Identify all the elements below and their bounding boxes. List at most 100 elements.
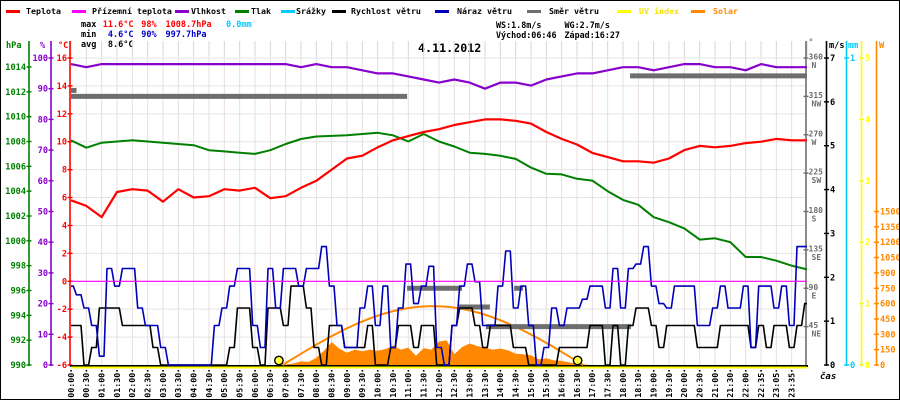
- axis-compass-label: SW: [812, 176, 822, 185]
- x-tick-label: 17:30: [602, 373, 612, 398]
- axis-tick-label-hpa: 1008: [5, 138, 26, 148]
- x-tick-dot: [744, 370, 747, 372]
- x-tick-label: 11:00: [403, 373, 413, 398]
- x-tick-label: 06:00: [250, 373, 260, 398]
- x-tick-dot: [254, 370, 256, 372]
- axis-tick-label-pct: 60: [38, 177, 48, 187]
- x-tick-dot: [775, 370, 778, 372]
- axis-tick-label-w: 750: [880, 284, 896, 294]
- stats-avg-row: avg 8.6°C: [81, 41, 421, 50]
- x-tick-dot: [376, 370, 379, 372]
- axis-tick-label-pct: 30: [38, 269, 48, 279]
- axis-compass-label: E: [812, 291, 817, 300]
- axis-tick-label-c: 0: [62, 277, 67, 287]
- x-tick-label: 12:30: [449, 373, 459, 398]
- series-solar-arc: [282, 305, 584, 366]
- axis-tick-label-ms: 3: [830, 229, 835, 239]
- series-teplota: [70, 118, 807, 219]
- axis-tick-label-ms: 0: [830, 361, 835, 371]
- x-tick-label: 01:30: [112, 373, 122, 398]
- x-tick-dot: [284, 370, 287, 372]
- axis-tick-label-w: 1050: [880, 254, 900, 264]
- axis-tick-label-ms: 6: [830, 98, 835, 108]
- legend-dash-6: [332, 10, 346, 13]
- x-tick-dot: [499, 370, 502, 372]
- x-tick-label: 21:00: [710, 373, 720, 398]
- legend-label-7: Náraz větru: [457, 5, 512, 16]
- x-tick-label: 04:00: [188, 373, 198, 398]
- x-tick-dot: [407, 370, 410, 372]
- legend-dash-2: [72, 10, 86, 13]
- axis-tick-label-uv: 3: [865, 177, 870, 187]
- x-tick-label: 13:00: [464, 373, 474, 398]
- x-tick-dot: [70, 370, 72, 372]
- x-tick-dot: [545, 370, 548, 372]
- legend-dash-8: [527, 10, 541, 13]
- x-tick-dot: [668, 370, 670, 372]
- x-tick-label: 18:30: [633, 373, 643, 398]
- x-tick-label: 05:30: [234, 373, 244, 398]
- axis-tick-label-w: 600: [880, 300, 896, 310]
- x-tick-dot: [300, 370, 302, 372]
- x-tick-dot: [622, 370, 624, 372]
- legend-label-8: Směr větru: [549, 5, 599, 16]
- axis-tick-label-hpa: 1010: [5, 113, 26, 123]
- x-tick-label: 22:00: [740, 373, 750, 398]
- x-tick-label: 17:00: [587, 373, 597, 398]
- axis-compass-label: N: [812, 61, 817, 70]
- axis-tick-label-c: 12: [57, 110, 67, 120]
- stat-avg-temp: 8.6°C: [107, 40, 134, 51]
- axis-tick-label-pct: 0: [43, 361, 48, 371]
- x-tick-label: 00:30: [81, 373, 91, 398]
- series-vlhkost: [70, 62, 807, 90]
- x-tick-label: 15:00: [526, 373, 536, 398]
- axis-tick-label-hpa: 996: [10, 287, 26, 297]
- x-tick-dot: [438, 370, 440, 372]
- x-tick-dot: [453, 370, 456, 372]
- axis-compass-label: W: [812, 138, 817, 147]
- axis-tick-label-deg: 180: [809, 206, 824, 215]
- axis-tick-label-ms: 1: [830, 317, 835, 327]
- x-tick-label: 03:30: [173, 373, 183, 398]
- legend-dash-5: [281, 10, 295, 13]
- stats-min-row: min 4.6°C 90% 997.7hPa: [81, 31, 421, 40]
- axis-tick-label-ms: 2: [830, 273, 835, 283]
- x-tick-label: 03:00: [158, 373, 168, 398]
- x-tick-label: 01:00: [96, 373, 106, 398]
- x-tick-label: 06:30: [265, 373, 275, 398]
- axis-tick-label-deg: 45: [809, 321, 819, 330]
- x-tick-label: 16:30: [572, 373, 582, 398]
- x-tick-dot: [116, 370, 118, 372]
- x-tick-label: 10:30: [388, 373, 398, 398]
- x-tick-label: 02:30: [142, 373, 152, 398]
- axis-tick-label-uv: 4: [865, 115, 870, 125]
- axis-tick-label-mm: 1: [850, 54, 855, 64]
- axis-tick-label-pct: 10: [38, 330, 48, 340]
- axis-tick-label-uv: 2: [865, 238, 870, 248]
- axis-tick-label-mm: 0: [850, 361, 855, 371]
- series-solar-fill: [71, 340, 807, 365]
- stat-min-pressure: 997.7hPa: [165, 30, 207, 40]
- x-tick-label: 14:30: [510, 373, 520, 398]
- x-tick-dot: [146, 370, 149, 372]
- legend-dash-4: [235, 10, 249, 13]
- axis-tick-label-pct: 20: [38, 300, 48, 310]
- axis-tick-label-hpa: 1012: [5, 88, 26, 98]
- stat-max-rain: 0.0mm: [226, 19, 252, 30]
- x-tick-label: 22:35: [756, 373, 766, 398]
- x-tick-label: 16:00: [556, 373, 566, 398]
- axis-header-mm: mm: [848, 41, 858, 51]
- legend-dash-9: [617, 10, 631, 13]
- x-tick-dot: [560, 370, 563, 372]
- axis-tick-label-w: 1350: [880, 223, 900, 233]
- x-tick-dot: [100, 370, 103, 372]
- x-tick-label: 18:00: [618, 373, 628, 398]
- axis-compass-label: NW: [812, 99, 822, 108]
- axis-tick-label-c: 10: [57, 138, 67, 148]
- x-tick-dot: [177, 370, 180, 372]
- axis-tick-label-c: 8: [62, 166, 67, 176]
- axis-tick-label-pct: 90: [38, 85, 48, 95]
- x-tick-label: 09:00: [342, 373, 352, 398]
- x-tick-label: 08:00: [311, 373, 321, 398]
